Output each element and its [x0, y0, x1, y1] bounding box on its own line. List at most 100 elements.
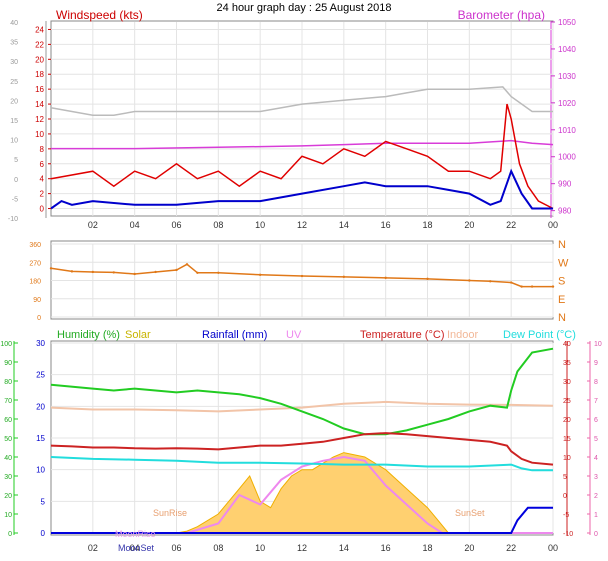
humidity-tick-label: 10: [4, 512, 12, 519]
humidity-tick-label: 90: [4, 360, 12, 367]
uv-tick-label: 0: [594, 531, 598, 538]
temperature-tick-label: 0: [563, 493, 567, 500]
direction-tick-label: 180: [29, 279, 41, 286]
humidity-tick-label: 80: [4, 379, 12, 386]
wind-series-line-3: [50, 168, 553, 210]
hour-label: 02: [88, 220, 98, 230]
barometer-tick-label: 1020: [558, 99, 576, 108]
outer-tick-label: 40: [10, 20, 18, 27]
wind-direction-point: [49, 267, 53, 270]
outer-tick-label: 10: [10, 138, 18, 145]
outer-tick-label: 15: [10, 118, 18, 125]
wind-direction-point: [217, 271, 220, 274]
hour-label: 12: [297, 220, 307, 230]
wind-direction-point: [70, 270, 74, 273]
legend-entry: Dew Point (°C): [503, 329, 576, 341]
temperature-tick-label: -10: [563, 531, 573, 538]
legend-entry: Temperature (°C): [360, 329, 444, 341]
barometer-tick-label: 1040: [558, 45, 576, 54]
windspeed-tick-label: 10: [35, 130, 44, 139]
direction-tick-label: 90: [33, 297, 41, 304]
wind-direction-point: [185, 263, 189, 266]
hour-label: 10: [255, 220, 265, 230]
hour-label: 22: [506, 220, 516, 230]
legend-entry: Humidity (%): [57, 329, 120, 341]
compass-label: E: [558, 294, 565, 306]
outer-tick-label: 25: [10, 79, 18, 86]
compass-label: N: [558, 239, 566, 251]
direction-tick-label: 0: [37, 315, 41, 322]
rain-tick-label: 25: [36, 371, 45, 380]
uv-tick-label: 1: [594, 512, 598, 519]
temp-series-line-5: [51, 455, 553, 534]
uv-tick-label: 8: [594, 379, 598, 386]
hour-label: 12: [297, 543, 307, 553]
windspeed-axis-label: Windspeed (kts): [56, 8, 143, 22]
humidity-tick-label: 70: [4, 398, 12, 405]
hour-label: 18: [422, 543, 432, 553]
wind-direction-point: [133, 272, 136, 276]
outer-tick-label: -5: [12, 196, 18, 203]
rain-tick-label: 10: [36, 466, 45, 475]
humidity-tick-label: 100: [0, 341, 12, 348]
wind-series-line-0: [51, 139, 554, 150]
rain-tick-label: 30: [36, 339, 45, 348]
barometer-tick-label: 990: [558, 180, 572, 189]
hour-label: 06: [171, 220, 181, 230]
hour-label: 16: [381, 543, 391, 553]
humidity-tick-label: 0: [8, 531, 12, 538]
outer-tick-label: 30: [10, 59, 18, 66]
humidity-tick-label: 50: [4, 436, 12, 443]
wind-direction-point: [551, 285, 555, 288]
hour-label: 02: [88, 543, 98, 553]
hour-label: 00: [548, 220, 558, 230]
wind-direction-point: [154, 270, 157, 274]
direction-tick-label: 270: [29, 260, 41, 267]
wind-direction-point: [520, 285, 523, 288]
windspeed-tick-label: 18: [35, 70, 44, 79]
barometer-tick-label: 1010: [558, 126, 576, 135]
temperature-tick-label: 35: [563, 360, 571, 367]
wind-direction-point: [530, 285, 534, 288]
rain-tick-label: 15: [36, 434, 45, 443]
temperature-tick-label: 15: [563, 436, 571, 443]
hour-label: 20: [464, 543, 474, 553]
legend-entry: UV: [286, 329, 302, 341]
wind-direction-point: [175, 268, 178, 272]
hour-label: 22: [506, 543, 516, 553]
hour-label: 04: [130, 543, 140, 553]
hour-label: 08: [213, 220, 223, 230]
barometer-tick-label: 1000: [558, 153, 576, 162]
compass-label: W: [558, 257, 569, 269]
legend-entry: Indoor: [447, 329, 479, 341]
temperature-tick-label: 5: [563, 474, 567, 481]
wind-series-line-1: [50, 86, 553, 117]
temperature-tick-label: 40: [563, 341, 571, 348]
hour-label: 16: [381, 220, 391, 230]
rain-tick-label: 5: [41, 497, 46, 506]
outer-tick-label: 20: [10, 98, 18, 105]
outer-tick-label: 0: [14, 177, 18, 184]
temp-series-line-6: [51, 506, 553, 534]
windspeed-tick-label: 8: [40, 145, 45, 154]
windspeed-tick-label: 6: [40, 160, 45, 169]
uv-tick-label: 2: [594, 493, 598, 500]
legend-entry: Solar: [125, 329, 151, 341]
barometer-tick-label: 1030: [558, 72, 576, 81]
moonrise-label: MoonRise: [115, 529, 156, 539]
direction-tick-label: 360: [29, 242, 41, 249]
uv-tick-label: 6: [594, 417, 598, 424]
windspeed-tick-label: 4: [40, 175, 45, 184]
uv-tick-label: 4: [594, 455, 598, 462]
windspeed-tick-label: 20: [35, 55, 44, 64]
windspeed-tick-label: 12: [35, 115, 44, 124]
temperature-tick-label: 20: [563, 417, 571, 424]
temp-series-line-1: [50, 400, 554, 413]
windspeed-tick-label: 16: [35, 85, 44, 94]
wind-direction-point: [91, 270, 95, 274]
temperature-tick-label: 30: [563, 379, 571, 386]
uv-tick-label: 7: [594, 398, 598, 405]
outer-tick-label: 35: [10, 40, 18, 47]
hour-label: 20: [464, 220, 474, 230]
